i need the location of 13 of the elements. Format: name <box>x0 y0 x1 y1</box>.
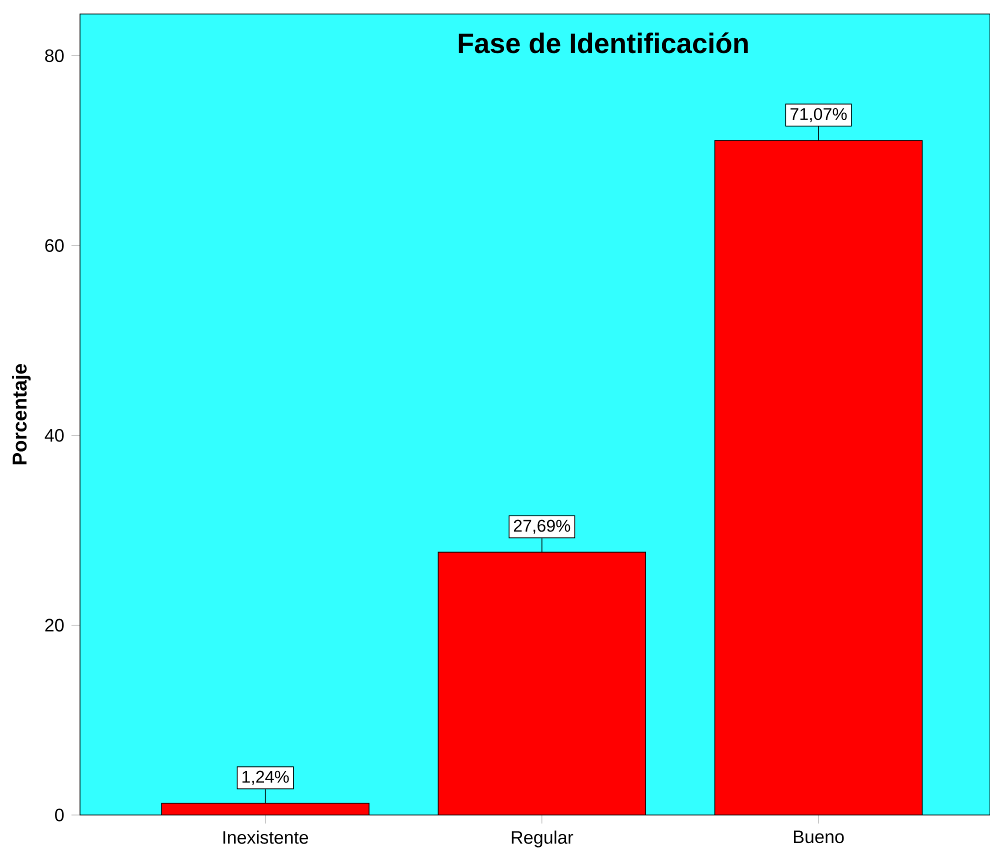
y-axis-title: Porcentaje <box>12 364 31 464</box>
y-tick-label: 80 <box>45 49 64 62</box>
x-tick-label: Regular <box>512 830 574 848</box>
x-tick-label: Bueno <box>794 830 844 844</box>
data-label: 1,24% <box>242 770 289 785</box>
data-label: 71,07% <box>790 108 847 122</box>
y-tick-label: 0 <box>55 808 64 822</box>
text: Fase de Identificación <box>458 32 748 54</box>
y-tick-label: 40 <box>44 428 64 442</box>
y-tick-label: 60 <box>45 239 64 252</box>
x-tick-label: Inexistente <box>223 830 308 844</box>
y-tick-label: 20 <box>45 618 64 632</box>
data-label: 27,69% <box>514 520 570 534</box>
